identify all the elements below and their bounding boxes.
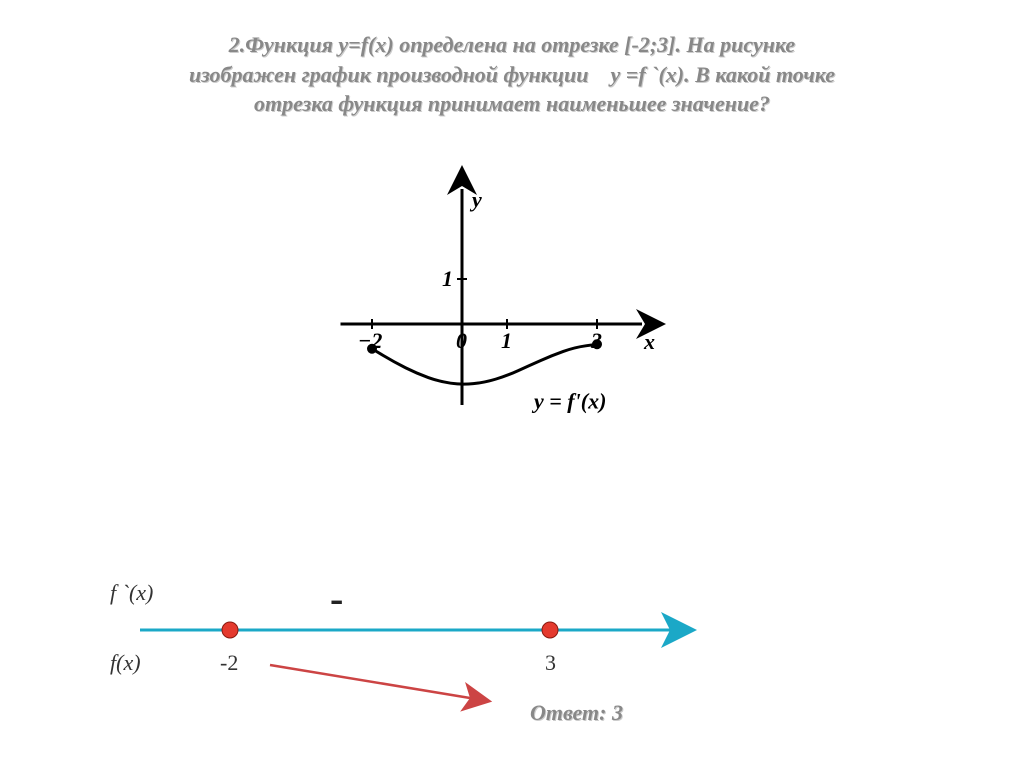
title-line-3: отрезка функция принимает наименьшее зна…: [90, 89, 934, 119]
svg-text:1: 1: [501, 328, 512, 353]
number-line-block: f `(x) - f(x) -2 3: [100, 590, 800, 725]
tick-label-neg2: -2: [220, 650, 238, 676]
svg-text:1: 1: [442, 266, 453, 291]
problem-title: 2.Функция y=f(x) определена на отрезке […: [0, 0, 1024, 129]
derivative-chart: −20131yxy = f'(x): [312, 149, 712, 469]
fx-label: f(x): [110, 650, 141, 676]
minus-sign: -: [330, 575, 343, 622]
tick-label-3: 3: [545, 650, 556, 676]
svg-text:y: y: [469, 187, 482, 212]
number-line: [100, 590, 720, 720]
svg-text:y = f'(x): y = f'(x): [531, 389, 606, 414]
title-line-2: изображен график производной функции y =…: [90, 60, 934, 90]
fprime-label: f `(x): [110, 580, 153, 606]
answer-text: Ответ: 3: [530, 700, 623, 726]
title-line-1: 2.Функция y=f(x) определена на отрезке […: [90, 30, 934, 60]
chart-container: −20131yxy = f'(x): [0, 149, 1024, 469]
svg-text:x: x: [643, 329, 655, 354]
svg-text:0: 0: [456, 328, 467, 353]
